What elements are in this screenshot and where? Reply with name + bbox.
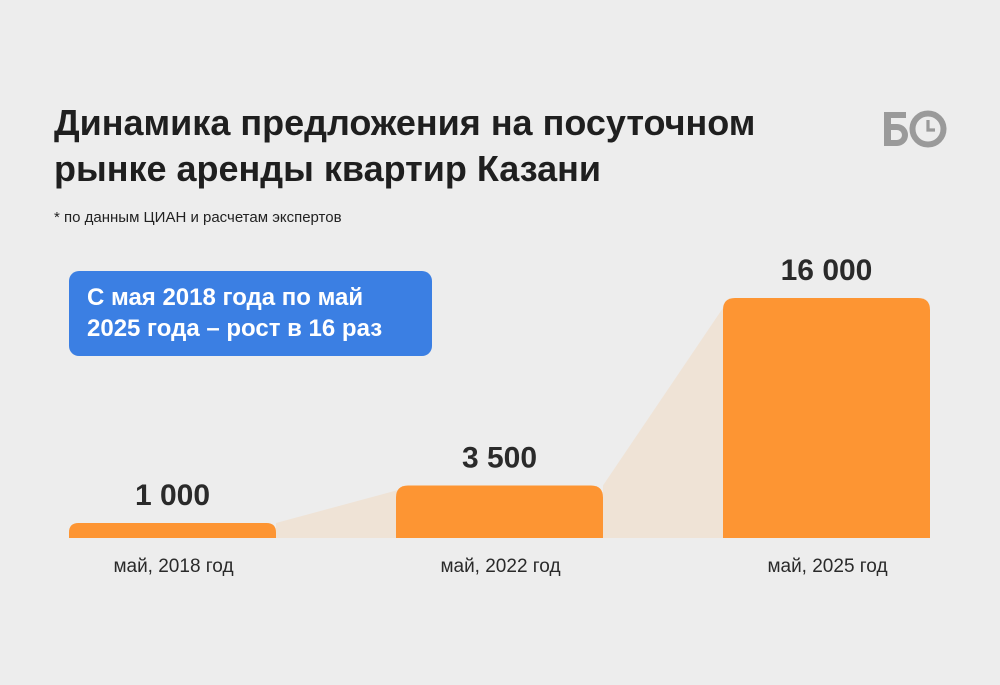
callout-line-2: 2025 года – рост в 16 раз — [87, 315, 383, 342]
title-line-2: рынке аренды квартир Казани — [54, 148, 602, 189]
category-label-1: май, 2018 год — [113, 556, 233, 577]
value-label-2: 3 500 — [462, 442, 537, 475]
bo-clock-logo-icon — [884, 110, 947, 148]
category-label-2: май, 2022 год — [440, 556, 560, 577]
connector-2 — [603, 302, 727, 538]
growth-callout: С мая 2018 года по май 2025 года – рост … — [69, 271, 432, 356]
category-label-3: май, 2025 год — [767, 556, 887, 577]
bar-3 — [723, 298, 930, 538]
bar-2 — [396, 485, 603, 538]
title-line-1: Динамика предложения на посуточном — [54, 102, 756, 143]
connector-1 — [276, 489, 400, 538]
bar-1 — [69, 523, 276, 538]
source-note: * по данным ЦИАН и расчетам экспертов — [54, 209, 342, 226]
value-label-3: 16 000 — [781, 254, 873, 287]
value-label-1: 1 000 — [135, 479, 210, 512]
callout-line-1: С мая 2018 года по май — [87, 284, 364, 311]
page-title: Динамика предложения на посуточном рынке… — [54, 100, 854, 192]
